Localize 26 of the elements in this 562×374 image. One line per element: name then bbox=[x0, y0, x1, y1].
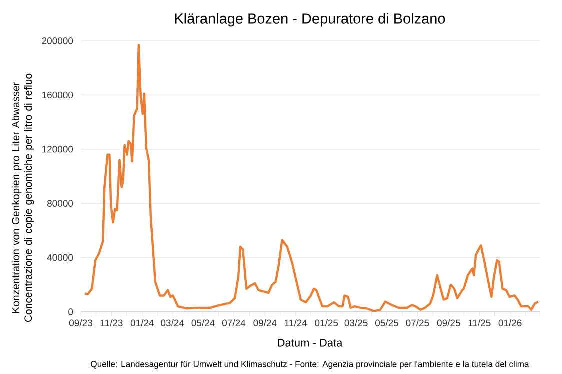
chart-title: Kläranlage Bozen - Depuratore di Bolzano bbox=[175, 13, 446, 27]
line-series bbox=[84, 44, 540, 312]
x-tick-label: 03/24 bbox=[161, 320, 184, 326]
x-tick-label: 07/25 bbox=[406, 320, 430, 326]
x-tick-label: 11/25 bbox=[468, 320, 491, 326]
x-axis-title: Datum - Data bbox=[278, 339, 343, 347]
y-tick-label: 0 bbox=[68, 308, 74, 316]
x-tick-label: 03/25 bbox=[344, 320, 368, 326]
y-tick-label: 200000 bbox=[42, 38, 74, 44]
x-tick-label: 07/24 bbox=[222, 320, 246, 326]
y-tick-label: 80000 bbox=[47, 200, 74, 207]
x-tick-label: 09/23 bbox=[70, 320, 92, 326]
x-tick-label: 09/25 bbox=[437, 320, 460, 326]
x-tick-label: 01/26 bbox=[498, 320, 522, 326]
x-tick-label: 01/24 bbox=[130, 320, 154, 326]
x-tick-label: 11/24 bbox=[285, 320, 308, 326]
x-tick-label: 05/24 bbox=[192, 320, 215, 326]
x-tick-label: 09/24 bbox=[254, 320, 277, 326]
y-tick-label: 160000 bbox=[42, 92, 74, 99]
y-tick-label: 120000 bbox=[42, 146, 74, 153]
y-tick-label: 40000 bbox=[47, 254, 74, 262]
x-tick-label: 01/25 bbox=[315, 320, 338, 326]
x-tick-label: 05/25 bbox=[375, 320, 398, 326]
source-note: Quelle: Landesagentur für Umwelt und Klimaschutz - Fonte: Agenzia provinciale per l'ambiente e la tutela del clima bbox=[91, 360, 530, 369]
x-tick-label: 11/23 bbox=[100, 320, 123, 326]
y-axis-title: Konzentration von Genkopien pro Liter Abwasser Concentrazione di copie genomiche per litro di refluo bbox=[12, 74, 34, 322]
